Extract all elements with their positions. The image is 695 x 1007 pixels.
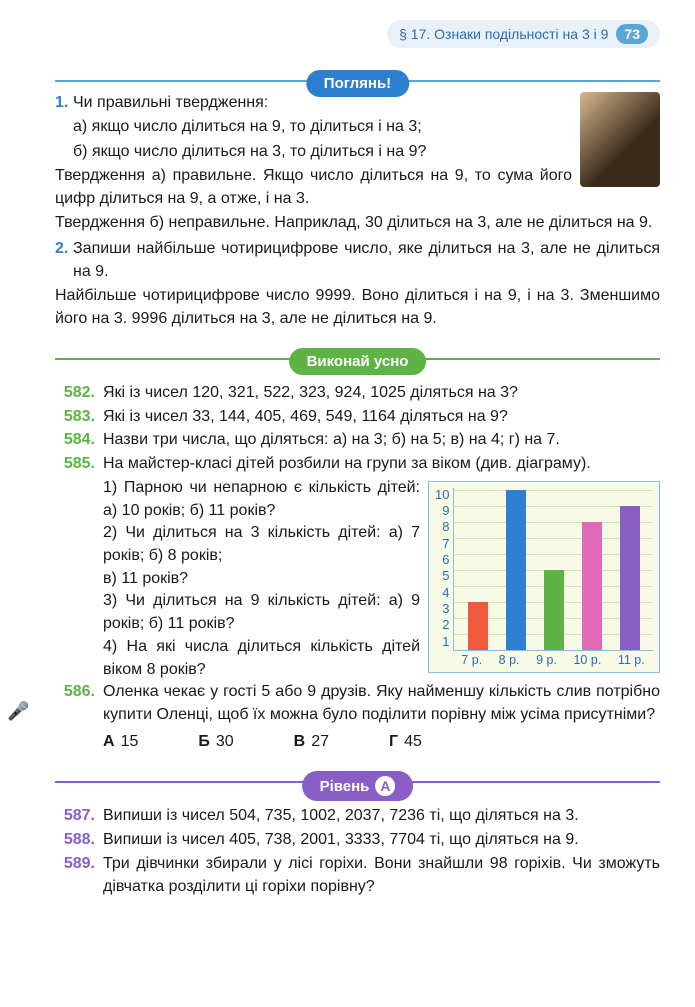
ex-587: Випиши із чисел 504, 735, 1002, 2037, 72… — [103, 805, 660, 828]
level-letter: А — [375, 776, 395, 796]
section-label: § 17. Ознаки подільності на 3 і 9 — [399, 26, 608, 42]
ex-589-num: 589. — [55, 853, 95, 898]
ex-584: Назви три числа, що діляться: а) на 3; б… — [103, 429, 660, 452]
worked-1-num: 1. — [55, 92, 73, 114]
worked-1-intro: Чи правильні твердження: — [73, 94, 268, 111]
chart-bar — [506, 490, 526, 650]
oral-exercises: 582. Які із чисел 120, 321, 522, 323, 924… — [55, 382, 660, 754]
ans-B-label: Б — [198, 733, 210, 750]
level-divider: Рівень А — [55, 769, 660, 783]
worked-1-b: б) якщо число ділиться на 3, то ділиться… — [73, 141, 660, 163]
chart-bar — [468, 602, 488, 650]
microphone-icon: 🎤 — [7, 699, 29, 725]
ex-587-num: 587. — [55, 805, 95, 828]
worked-2-ans: Найбільше чотирицифрове число 9999. Воно… — [55, 285, 660, 330]
oral-divider: Виконай усно — [55, 346, 660, 360]
ex-589: Три дівчинки збирали у лісі горіхи. Вони… — [103, 853, 660, 898]
ex-582: Які із чисел 120, 321, 522, 323, 924, 10… — [103, 382, 660, 405]
ex-583-num: 583. — [55, 406, 95, 429]
level-label: Рівень — [320, 778, 370, 795]
level-a-exercises: 587. Випиши із чисел 504, 735, 1002, 2037… — [55, 805, 660, 898]
worked-2-num: 2. — [55, 238, 73, 260]
ex-586-answers: А 15 Б 30 В 27 Г 45 — [103, 731, 660, 754]
look-divider: Поглянь! — [55, 68, 660, 82]
page-header: § 17. Ознаки подільності на 3 і 9 73 — [55, 20, 660, 48]
ex-585-num: 585. — [55, 453, 95, 476]
ans-A-label: А — [103, 733, 115, 750]
ex-586-num: 586. — [55, 681, 95, 726]
ex-588: Випиши із чисел 405, 738, 2001, 3333, 77… — [103, 829, 660, 852]
ans-D-label: Г — [389, 733, 398, 750]
ans-B: 30 — [216, 733, 234, 750]
ex-582-num: 582. — [55, 382, 95, 405]
chart-bar — [582, 522, 602, 650]
worked-2-intro: Запиши найбільше чотирицифрове число, як… — [73, 240, 660, 279]
ex-585-intro: На майстер-класі дітей розбили на групи … — [103, 453, 660, 476]
age-chart: 12345678910 7 р.8 р.9 р.10 р.11 р. — [428, 481, 660, 673]
ans-C: 27 — [311, 733, 329, 750]
child-photo — [580, 92, 660, 187]
chart-bars — [453, 488, 653, 651]
oral-pill: Виконай усно — [289, 348, 427, 375]
ex-583: Які із чисел 33, 144, 405, 469, 549, 116… — [103, 406, 660, 429]
page-number: 73 — [616, 24, 648, 44]
ex-588-num: 588. — [55, 829, 95, 852]
worked-1-ans1: Твердження а) правильне. Якщо число діли… — [55, 165, 660, 210]
section-badge: § 17. Ознаки подільності на 3 і 9 73 — [387, 20, 660, 48]
ans-A: 15 — [121, 733, 139, 750]
ex-584-num: 584. — [55, 429, 95, 452]
chart-x-axis: 7 р.8 р.9 р.10 р.11 р. — [435, 652, 653, 670]
ex-586: Оленка чекає у гості 5 або 9 друзів. Яку… — [103, 681, 660, 726]
worked-examples: 1.Чи правильні твердження: а) якщо число… — [55, 92, 660, 330]
level-pill: Рівень А — [302, 771, 414, 801]
chart-y-axis: 12345678910 — [435, 488, 453, 668]
ans-C-label: В — [294, 733, 306, 750]
chart-bar — [544, 570, 564, 650]
worked-1-a: а) якщо число ділиться на 9, то ділиться… — [73, 116, 660, 138]
ans-D: 45 — [404, 733, 422, 750]
chart-bar — [620, 506, 640, 650]
worked-1-ans2: Твердження б) неправильне. Наприклад, 30… — [55, 212, 660, 234]
